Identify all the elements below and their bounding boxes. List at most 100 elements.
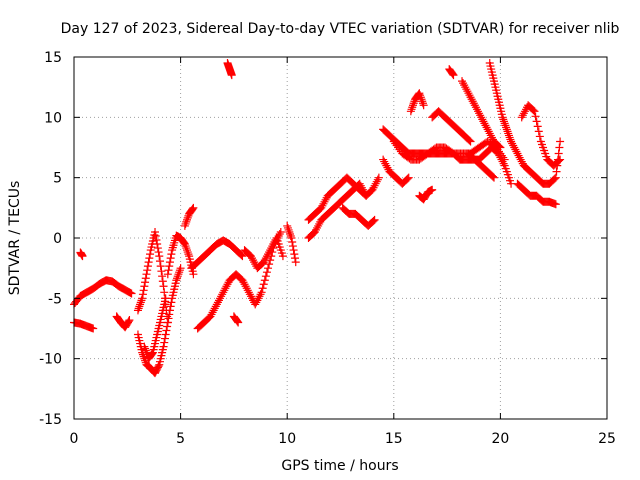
data-point xyxy=(167,298,176,307)
data-point xyxy=(245,290,254,299)
series-s24 xyxy=(428,107,475,146)
data-point xyxy=(488,172,497,181)
data-point xyxy=(153,240,162,249)
data-point xyxy=(278,252,287,261)
data-point xyxy=(220,286,229,295)
data-point xyxy=(317,203,326,212)
x-axis-label: GPS time / hours xyxy=(281,458,398,474)
data-point xyxy=(394,143,403,152)
data-point xyxy=(159,342,168,351)
data-point xyxy=(508,139,517,148)
data-point xyxy=(318,201,327,210)
series-s18 xyxy=(338,203,379,230)
series-s21 xyxy=(389,137,509,164)
data-point xyxy=(189,270,198,279)
data-point xyxy=(255,292,264,301)
data-point xyxy=(474,107,483,116)
data-point xyxy=(134,304,143,313)
data-point xyxy=(267,244,276,253)
data-point xyxy=(532,117,541,126)
data-point xyxy=(287,234,296,242)
x-tick-labels: 0 5 10 15 20 25 xyxy=(70,431,616,447)
data-point xyxy=(284,225,293,234)
data-point xyxy=(555,156,564,165)
data-point xyxy=(321,195,330,204)
data-point xyxy=(276,227,285,236)
data-point xyxy=(251,300,260,309)
data-point xyxy=(140,342,149,351)
data-point xyxy=(141,278,150,287)
data-point xyxy=(408,101,417,110)
data-point xyxy=(502,125,511,134)
data-point xyxy=(395,145,404,154)
data-point xyxy=(462,85,471,94)
data-point xyxy=(213,298,222,307)
data-point xyxy=(530,107,539,116)
data-point xyxy=(310,227,319,236)
data-point xyxy=(403,174,412,183)
data-point xyxy=(89,324,98,333)
data-point xyxy=(78,252,87,261)
data-point xyxy=(368,185,377,194)
series-s17 xyxy=(304,173,371,224)
data-point xyxy=(418,97,427,106)
data-point xyxy=(477,113,486,122)
data-point xyxy=(507,137,516,146)
data-point xyxy=(556,155,565,164)
data-point xyxy=(154,248,163,257)
data-point xyxy=(165,262,174,271)
data-point xyxy=(260,256,269,265)
data-point xyxy=(222,282,231,291)
data-point xyxy=(140,282,149,291)
data-point xyxy=(534,127,543,136)
data-point xyxy=(262,268,271,277)
data-point xyxy=(157,267,166,276)
data-point xyxy=(232,316,241,325)
data-point xyxy=(136,298,145,307)
data-point xyxy=(500,155,509,164)
y-tick-label: 5 xyxy=(53,171,62,187)
data-point xyxy=(246,292,255,301)
data-point xyxy=(483,125,492,134)
data-point xyxy=(182,244,191,253)
data-point xyxy=(515,153,524,162)
data-point xyxy=(163,270,172,279)
data-point xyxy=(428,185,437,194)
data-point xyxy=(173,274,182,283)
data-point xyxy=(495,142,504,151)
data-point xyxy=(147,350,156,359)
series-s23 xyxy=(415,185,437,204)
data-point xyxy=(266,246,275,255)
data-point xyxy=(174,270,183,279)
data-point xyxy=(162,326,171,335)
data-point xyxy=(465,136,474,145)
data-point xyxy=(161,330,170,339)
data-point xyxy=(468,97,477,106)
data-point xyxy=(141,344,150,353)
data-point xyxy=(238,276,247,285)
data-point xyxy=(512,147,521,156)
data-point xyxy=(463,87,472,96)
data-point xyxy=(484,127,493,136)
data-point xyxy=(465,91,474,100)
data-point xyxy=(531,112,540,121)
data-point xyxy=(253,296,262,305)
x-tick-label: 10 xyxy=(278,431,296,447)
data-point xyxy=(510,143,519,152)
data-point xyxy=(416,93,425,102)
data-point xyxy=(144,258,153,267)
data-point xyxy=(124,317,133,326)
data-point xyxy=(506,135,515,144)
data-point xyxy=(482,123,491,132)
data-point xyxy=(417,95,426,104)
data-point xyxy=(416,91,425,100)
x-tick-label: 25 xyxy=(598,431,616,447)
data-point xyxy=(182,246,191,255)
data-point xyxy=(152,236,161,245)
data-point xyxy=(164,266,173,275)
series-s30 xyxy=(513,179,560,209)
data-point xyxy=(487,133,496,142)
data-point xyxy=(163,318,172,327)
data-point xyxy=(182,215,191,224)
data-point xyxy=(518,111,527,120)
